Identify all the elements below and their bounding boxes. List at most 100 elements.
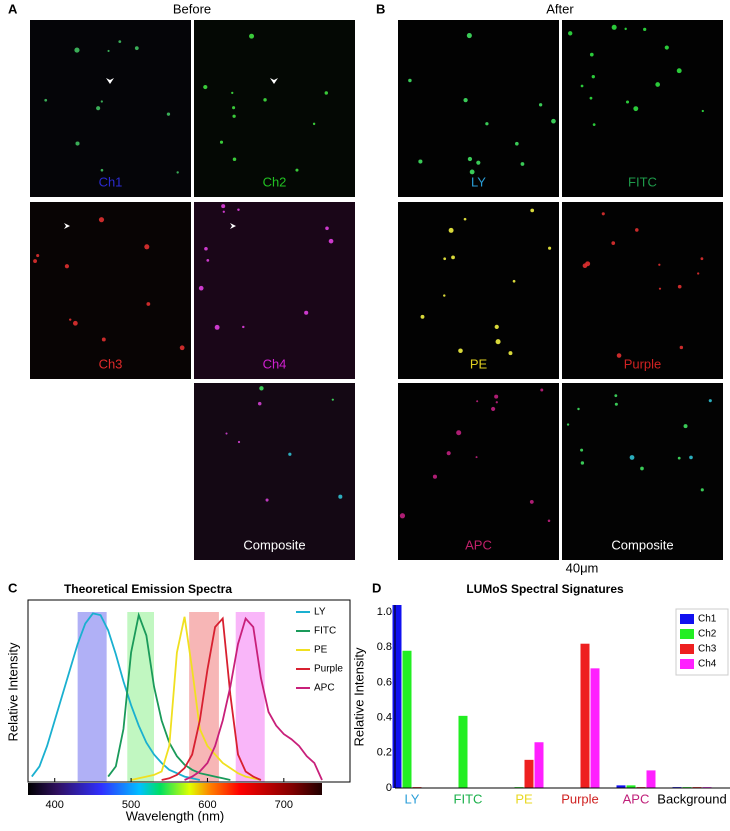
panel-caption: FITC bbox=[628, 174, 657, 189]
cell bbox=[643, 27, 647, 32]
x-tick-label: Background bbox=[657, 791, 726, 806]
micrograph bbox=[194, 202, 355, 379]
cell bbox=[225, 432, 228, 435]
y-axis-label: Relative Intensity bbox=[5, 642, 20, 741]
cell bbox=[589, 52, 594, 57]
cell bbox=[530, 208, 535, 213]
y-tick-label: 0.2 bbox=[377, 747, 392, 759]
panel-caption: LY bbox=[471, 174, 486, 189]
legend-label: Ch3 bbox=[698, 644, 717, 655]
cell bbox=[64, 264, 70, 269]
arrowhead bbox=[106, 78, 114, 84]
cell bbox=[179, 345, 185, 351]
legend-label: Purple bbox=[314, 664, 343, 675]
bar bbox=[458, 715, 468, 788]
cell bbox=[463, 98, 468, 103]
x-tick-label: LY bbox=[405, 791, 420, 806]
cell bbox=[265, 498, 269, 502]
cell bbox=[408, 78, 412, 83]
cell bbox=[257, 401, 262, 406]
cell bbox=[118, 40, 122, 44]
cell bbox=[214, 324, 220, 330]
bar bbox=[580, 643, 590, 788]
cell bbox=[232, 157, 237, 162]
bar bbox=[590, 668, 600, 788]
cell bbox=[495, 401, 498, 404]
micrograph bbox=[562, 202, 723, 379]
cell bbox=[324, 91, 328, 95]
x-tick-label: 500 bbox=[122, 799, 140, 811]
cell bbox=[679, 345, 684, 350]
cell bbox=[677, 456, 681, 460]
panel-label: B bbox=[376, 1, 385, 16]
cell bbox=[577, 407, 580, 411]
y-tick-label: 0 bbox=[386, 782, 392, 794]
cell bbox=[312, 122, 316, 126]
cell bbox=[134, 46, 139, 51]
legend-swatch bbox=[680, 614, 694, 624]
cell bbox=[658, 287, 662, 290]
x-axis-label: Wavelength (nm) bbox=[126, 808, 225, 823]
panel-caption: Ch4 bbox=[263, 356, 287, 371]
legend-swatch bbox=[680, 629, 694, 639]
y-tick-label: 1.0 bbox=[377, 606, 392, 618]
panel-caption: APC bbox=[465, 537, 492, 552]
spectrum-line bbox=[130, 616, 262, 781]
cell bbox=[219, 140, 224, 144]
spectrum-line bbox=[184, 616, 323, 781]
cell bbox=[633, 106, 639, 112]
cell bbox=[69, 318, 72, 321]
cell bbox=[635, 228, 639, 232]
cell bbox=[467, 156, 473, 162]
cell bbox=[100, 100, 103, 103]
y-tick-label: 0.8 bbox=[377, 641, 392, 653]
cell bbox=[176, 171, 179, 174]
x-tick-label: 400 bbox=[46, 799, 64, 811]
cell bbox=[75, 141, 80, 146]
cell bbox=[451, 255, 455, 260]
cell bbox=[601, 212, 605, 216]
cell bbox=[592, 123, 596, 126]
cell bbox=[494, 324, 499, 330]
bar bbox=[616, 785, 626, 788]
cell bbox=[74, 47, 80, 53]
cell bbox=[288, 452, 292, 456]
cell bbox=[96, 106, 101, 111]
cell bbox=[399, 513, 406, 519]
cell bbox=[475, 456, 478, 459]
cell bbox=[611, 24, 617, 30]
cell bbox=[520, 162, 525, 166]
x-tick-label: APC bbox=[623, 791, 650, 806]
legend-swatch bbox=[680, 659, 694, 669]
cell bbox=[551, 118, 556, 124]
panel-caption: Ch1 bbox=[99, 174, 123, 189]
cell bbox=[697, 272, 700, 275]
group-title: Before bbox=[173, 1, 211, 16]
cell bbox=[232, 106, 236, 110]
cell bbox=[614, 394, 618, 398]
cell bbox=[443, 294, 446, 297]
cell bbox=[476, 400, 479, 403]
cell bbox=[658, 263, 661, 266]
cell bbox=[420, 314, 425, 319]
plot-frame bbox=[27, 599, 351, 783]
cell bbox=[231, 91, 234, 95]
cell bbox=[432, 474, 438, 479]
cell bbox=[655, 82, 661, 87]
cell bbox=[328, 238, 334, 244]
cell bbox=[589, 96, 593, 100]
legend-label: FITC bbox=[314, 626, 336, 637]
x-tick-label: 700 bbox=[275, 799, 293, 811]
bar bbox=[402, 650, 412, 788]
cell bbox=[629, 455, 635, 460]
cell bbox=[456, 430, 462, 436]
legend-label: PE bbox=[314, 645, 328, 656]
legend-label: Ch1 bbox=[698, 614, 717, 625]
cell bbox=[144, 244, 150, 250]
cell bbox=[700, 488, 704, 492]
micrograph bbox=[398, 20, 559, 197]
chart-title: LUMoS Spectral Signatures bbox=[466, 582, 624, 596]
spectrum-bar bbox=[28, 783, 322, 795]
filter-band bbox=[235, 612, 265, 782]
